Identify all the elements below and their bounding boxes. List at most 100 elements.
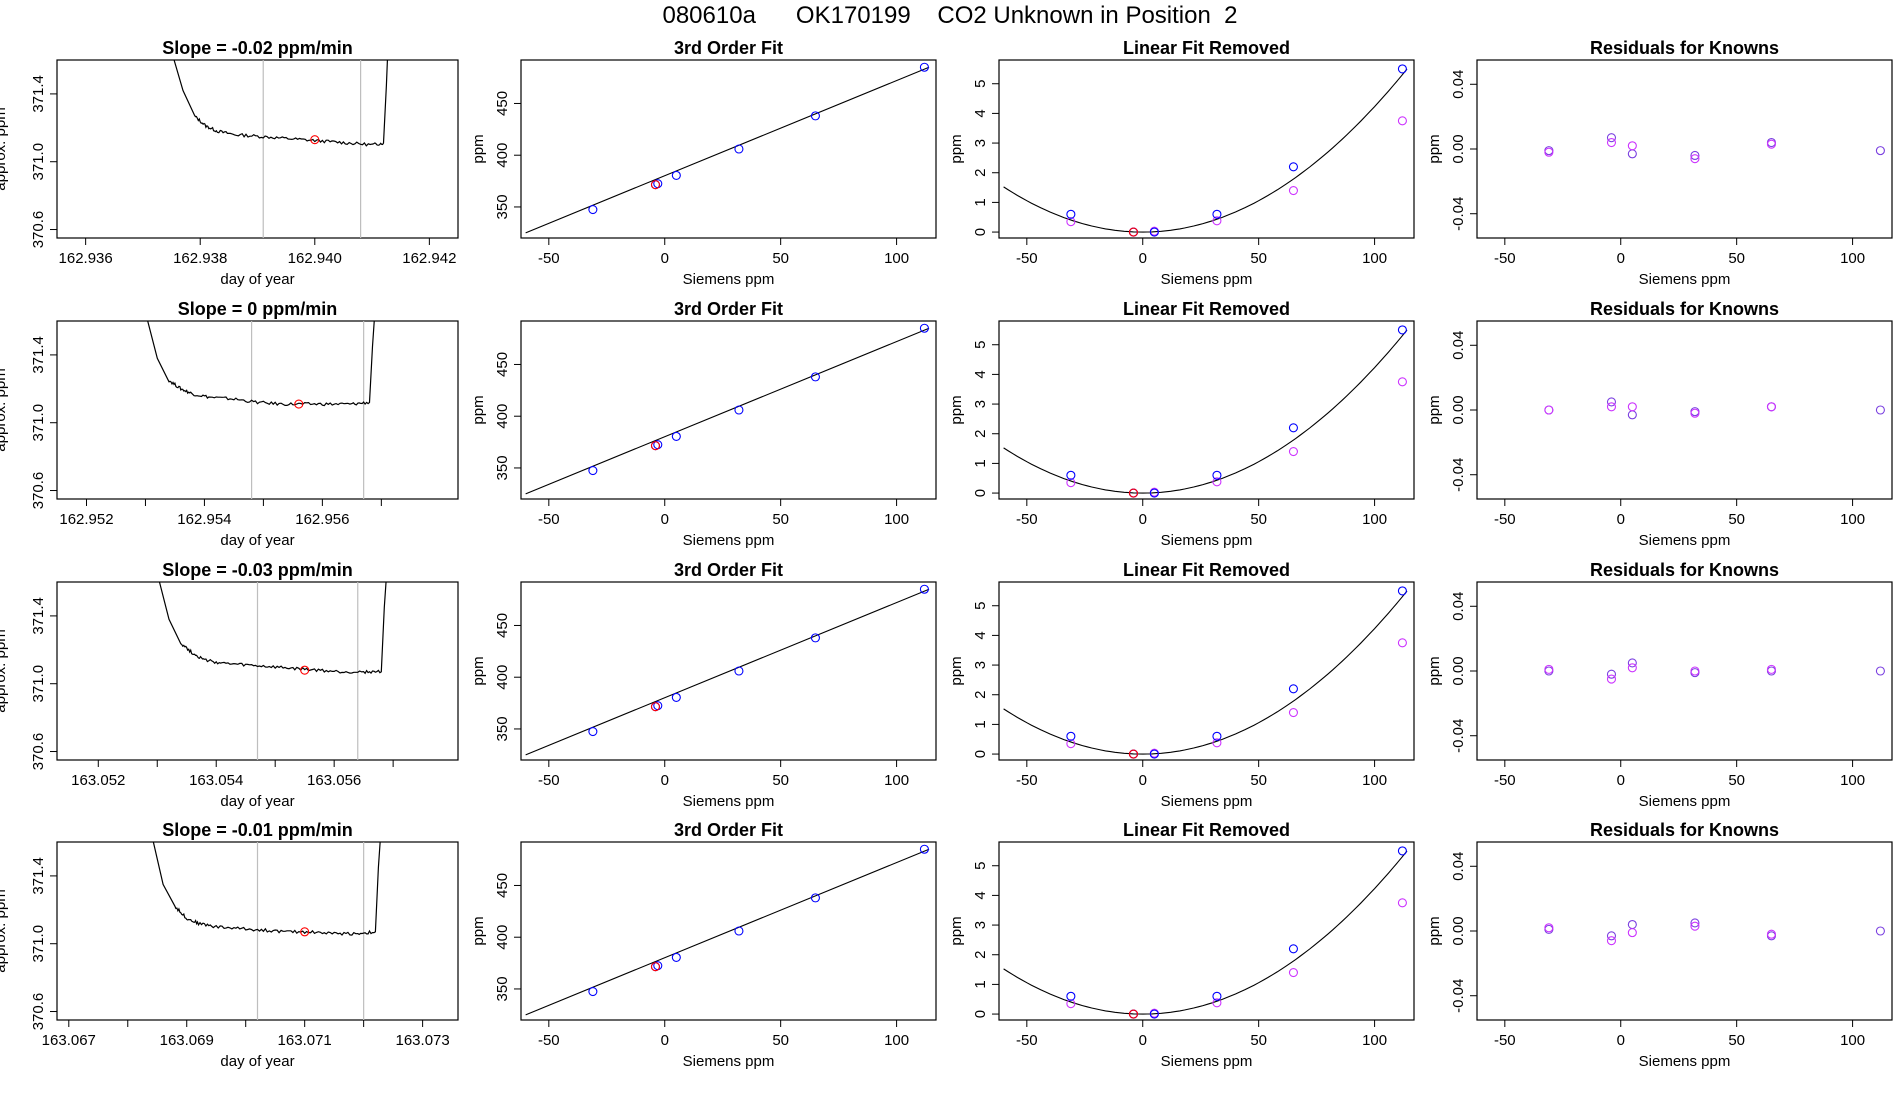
panel-r1c0-xtick-label: 162.954 bbox=[177, 511, 231, 528]
panel-r0c1-blue-point bbox=[671, 170, 681, 180]
panel-r3c0-ytick-label: 370.6 bbox=[30, 993, 47, 1031]
panel-r2c3-residual-point bbox=[1766, 664, 1776, 674]
panel-r3c1-xtick-label: -50 bbox=[538, 1032, 560, 1049]
panel-r2c1-ylabel: ppm bbox=[470, 656, 487, 685]
panel-r0c0-xtick-label: 162.942 bbox=[402, 250, 456, 267]
panel-r0c3-frame bbox=[1476, 59, 1893, 239]
panel-r1c1-xtick-label: 0 bbox=[661, 511, 669, 528]
panel-r3c2-xtick-label: 50 bbox=[1250, 1032, 1267, 1049]
panel-r1c3-xtick-label: -50 bbox=[1494, 511, 1516, 528]
panel-r2c2-red-marker bbox=[1128, 749, 1139, 759]
panel-r1c3-residual-point bbox=[1690, 408, 1700, 418]
panel-r2c2-magenta-point bbox=[1212, 738, 1222, 748]
panel-r0c2-ytick-label: 2 bbox=[972, 169, 989, 177]
panel-r2c2-blue-point bbox=[1212, 731, 1222, 741]
panel-r3c3-residual-point bbox=[1766, 929, 1776, 939]
panel-r0c3-title: Residuals for Knowns bbox=[1590, 38, 1779, 58]
panel-r0c3-residual-point bbox=[1690, 150, 1700, 161]
panel-r0c0-trace bbox=[173, 60, 389, 147]
panel-r3c2-magenta-point bbox=[1397, 898, 1407, 908]
panel-r2c2-ytick-label: 1 bbox=[972, 720, 989, 728]
panel-r2c3-residual-point bbox=[1544, 664, 1554, 674]
panel-r2c1-blue-point bbox=[734, 666, 744, 676]
panel-r1c2-xtick-label: -50 bbox=[1016, 511, 1038, 528]
panel-r0c2-red-marker bbox=[1128, 227, 1139, 237]
panel-r1c1-frame bbox=[520, 320, 937, 500]
panel-r1c1-xlabel: Siemens ppm bbox=[683, 532, 775, 549]
panel-r0c2-fit-curve bbox=[1003, 68, 1408, 233]
panel-r1c2-magenta-point bbox=[1288, 446, 1298, 457]
panel-r1c2-blue-point bbox=[1149, 488, 1159, 498]
panel-r3c0-trace bbox=[152, 842, 381, 936]
panel-r2c3-xtick-label: 50 bbox=[1728, 772, 1745, 789]
panel-r2c3-residual-point bbox=[1627, 658, 1637, 668]
panel-r2c1-blue-point bbox=[919, 584, 929, 594]
panel-r0c1-blue-point bbox=[919, 62, 929, 72]
panel-r1c2-ytick-label: 2 bbox=[972, 430, 989, 438]
panel-r1c0-ytick-label: 370.6 bbox=[30, 472, 47, 510]
panel-r2c1-blue-point bbox=[810, 633, 820, 643]
panel-r2c1-ytick-label: 350 bbox=[494, 716, 511, 741]
panel-r0c2-xtick-label: 100 bbox=[1362, 250, 1387, 267]
panel-r0c2-ytick-label: 0 bbox=[972, 228, 989, 236]
panel-r2c1-red-marker bbox=[650, 702, 661, 712]
panel-r0c0-xtick-label: 162.940 bbox=[288, 250, 342, 267]
panel-r2c3-xtick-label: -50 bbox=[1494, 772, 1516, 789]
panel-r0c0-ytick-label: 371.4 bbox=[30, 75, 47, 113]
panel-r0c1-xlabel: Siemens ppm bbox=[683, 271, 775, 288]
panel-r3c2-frame bbox=[998, 841, 1415, 1021]
panel-r2c0-red-marker bbox=[300, 665, 310, 675]
panel-r3c2-xlabel: Siemens ppm bbox=[1161, 1053, 1253, 1070]
panel-r0c3-xtick-label: -50 bbox=[1494, 250, 1516, 267]
panel-r0c3-xtick-label: 0 bbox=[1617, 250, 1625, 267]
panel-r3c2-xtick-label: 0 bbox=[1139, 1032, 1147, 1049]
panel-r3c3-residual-point bbox=[1627, 928, 1637, 938]
panel-r2c2-magenta-point bbox=[1066, 739, 1076, 749]
panel-r2c3-frame bbox=[1476, 581, 1893, 761]
panel-r0c3-residual-point bbox=[1627, 141, 1637, 151]
panel-r1c2-title: Linear Fit Removed bbox=[1123, 299, 1290, 319]
panel-r2c2-blue-point bbox=[1397, 586, 1407, 596]
panel-r2c3-ylabel: ppm bbox=[1426, 656, 1443, 685]
panel-r2c2-blue-point bbox=[1066, 731, 1076, 741]
panel-r0c2-blue-point bbox=[1149, 227, 1159, 237]
panel-r1c2-blue-point bbox=[1288, 423, 1298, 433]
panel-r3c1-blue-point bbox=[588, 986, 598, 997]
panel-r1c2-frame bbox=[998, 320, 1415, 500]
panel-r0c0-xtick-label: 162.938 bbox=[173, 250, 227, 267]
panel-r2c2-ylabel: ppm bbox=[948, 656, 965, 685]
panel-r1c2-blue-point bbox=[1397, 325, 1407, 335]
panel-r2c1-xlabel: Siemens ppm bbox=[683, 793, 775, 810]
panel-r2c0-xtick-label: 163.052 bbox=[71, 772, 125, 789]
panel-r1c1-blue-point bbox=[810, 372, 820, 382]
panel-r1c1-blue-point bbox=[671, 431, 681, 441]
panel-r2c3-ytick-label: 0.04 bbox=[1450, 592, 1467, 621]
panel-r2c0-xtick-label: 163.054 bbox=[189, 772, 243, 789]
panel-r0c3-ytick-label: 0.04 bbox=[1450, 70, 1467, 99]
panel-r1c3-ytick-label: -0.04 bbox=[1450, 458, 1467, 492]
panel-r0c2-magenta-point bbox=[1288, 185, 1298, 196]
panel-r3c3-xtick-label: -50 bbox=[1494, 1032, 1516, 1049]
panel-r3c1-frame bbox=[520, 841, 937, 1021]
panel-r1c1-title: 3rd Order Fit bbox=[674, 299, 783, 319]
panel-r3c1-xlabel: Siemens ppm bbox=[683, 1053, 775, 1070]
panel-r3c1-ytick-label: 350 bbox=[494, 976, 511, 1001]
panel-r0c1-blue-point bbox=[588, 204, 598, 215]
panel-r0c2-xtick-label: 0 bbox=[1139, 250, 1147, 267]
panel-r2c2-blue-point bbox=[1149, 749, 1159, 759]
panel-r3c3-ytick-label: 0.04 bbox=[1450, 852, 1467, 881]
panel-r0c2-magenta-point bbox=[1066, 217, 1076, 227]
panel-r2c3-xtick-label: 0 bbox=[1617, 772, 1625, 789]
panel-r3c2-magenta-point bbox=[1288, 967, 1298, 978]
panel-r1c2-fit-curve bbox=[1003, 329, 1408, 494]
panel-r3c3-xtick-label: 50 bbox=[1728, 1032, 1745, 1049]
panel-r1c3-xtick-label: 0 bbox=[1617, 511, 1625, 528]
panel-r0c1-blue-point bbox=[810, 111, 820, 121]
panel-r1c2-magenta-point bbox=[1066, 478, 1076, 488]
panel-r1c2-ylabel: ppm bbox=[948, 395, 965, 424]
panel-r0c3-residual-point bbox=[1627, 149, 1637, 159]
panel-r1c3-xtick-label: 100 bbox=[1840, 511, 1865, 528]
panel-r2c1-xtick-label: 100 bbox=[884, 772, 909, 789]
panel-r1c0-frame bbox=[56, 320, 459, 500]
